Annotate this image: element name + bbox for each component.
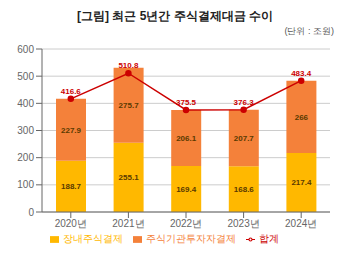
svg-text:510.8: 510.8 xyxy=(118,61,139,70)
svg-text:275.7: 275.7 xyxy=(119,101,140,110)
svg-text:207.7: 207.7 xyxy=(234,134,255,143)
svg-text:500: 500 xyxy=(17,71,34,82)
html-text:합계: 합계 xyxy=(258,233,279,244)
svg-text:483.4: 483.4 xyxy=(291,69,312,78)
svg-text:206.1: 206.1 xyxy=(176,134,197,143)
svg-text:2023년: 2023년 xyxy=(227,218,259,229)
svg-text:0: 0 xyxy=(28,207,34,218)
svg-text:227.9: 227.9 xyxy=(61,126,82,135)
svg-text:255.1: 255.1 xyxy=(119,173,140,182)
svg-text:375.5: 375.5 xyxy=(176,98,197,107)
svg-text:188.7: 188.7 xyxy=(61,182,82,191)
html-text:(단위 : 조원): (단위 : 조원) xyxy=(284,26,334,36)
html-text:장내주식결제: 장내주식결제 xyxy=(62,233,123,244)
svg-text:2022년: 2022년 xyxy=(170,218,202,229)
svg-text:168.6: 168.6 xyxy=(234,185,255,194)
svg-text:169.4: 169.4 xyxy=(176,185,197,194)
svg-text:217.4: 217.4 xyxy=(291,178,312,187)
svg-text:2021년: 2021년 xyxy=(112,218,144,229)
html-text:주식기관투자자결제: 주식기관투자자결제 xyxy=(145,233,236,244)
svg-text:266: 266 xyxy=(295,113,309,122)
svg-text:376.3: 376.3 xyxy=(234,98,255,107)
svg-text:100: 100 xyxy=(17,179,34,190)
svg-text:2024년: 2024년 xyxy=(285,218,317,229)
svg-text:416.6: 416.6 xyxy=(61,87,82,96)
svg-text:300: 300 xyxy=(17,125,34,136)
svg-text:200: 200 xyxy=(17,152,34,163)
svg-text:600: 600 xyxy=(17,44,34,55)
svg-text:400: 400 xyxy=(17,98,34,109)
svg-text:2020년: 2020년 xyxy=(55,218,87,229)
html-text:[그림] 최근 5년간 주식결제대금 수이: [그림] 최근 5년간 주식결제대금 수이 xyxy=(77,9,273,23)
